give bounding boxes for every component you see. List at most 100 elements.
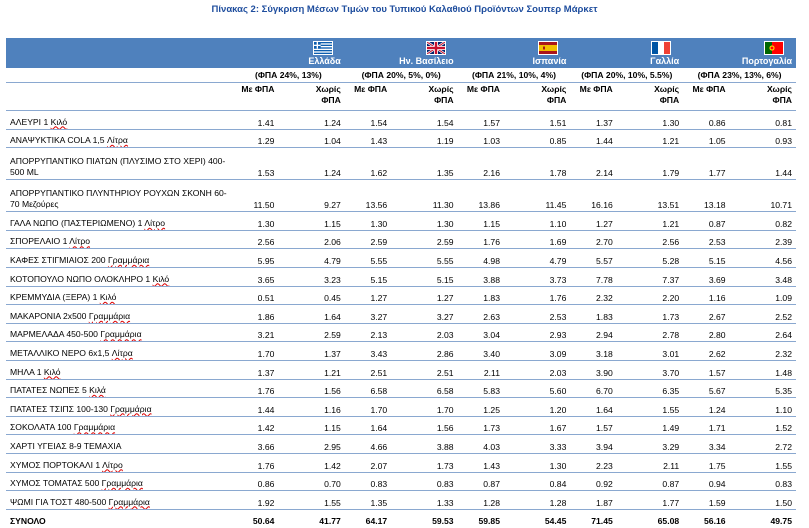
country-header-portugal: Πορτογαλία bbox=[683, 38, 796, 68]
price-cell: 1.70 bbox=[401, 397, 458, 417]
price-cell: 2.78 bbox=[626, 323, 684, 343]
price-cell: 2.59 bbox=[288, 323, 345, 343]
price-cell: 1.70 bbox=[344, 397, 402, 417]
price-cell: 1.44 bbox=[232, 397, 289, 417]
price-cell: 1.62 bbox=[344, 147, 402, 181]
country-header-greece: Ελλάδα bbox=[232, 38, 345, 68]
price-cell: 9.27 bbox=[288, 179, 345, 213]
price-cell: 3.88 bbox=[457, 267, 514, 287]
price-cell: 1.57 bbox=[457, 110, 514, 130]
price-cell: 1.57 bbox=[570, 416, 627, 436]
table-row: ΓΑΛΑ ΝΩΠΟ (ΠΑΣΤΕΡΙΩΜΕΝΟ) 1 Λίτρο 1.30 1.15… bbox=[6, 211, 796, 231]
total-cell: 50.64 bbox=[252, 515, 275, 526]
price-cell: 1.59 bbox=[683, 490, 740, 510]
table-row: ΨΩΜΙ ΓΙΑ ΤΟΣΤ 480-500 Γραμμάρια 1.92 1.55 1… bbox=[6, 490, 796, 510]
total-row: ΣΥΝΟΛΟ 50.64 41.77 64.17 59.53 59.85 54.45 71.… bbox=[6, 509, 796, 526]
price-cell: 0.51 bbox=[232, 286, 289, 306]
price-cell: 1.54 bbox=[401, 110, 458, 130]
table-row: ΠΑΤΑΤΕΣ ΤΣΙΠΣ 100-130 Γραμμάρια 1.44 1.16 1… bbox=[6, 397, 796, 417]
price-cell: 1.30 bbox=[401, 211, 458, 231]
price-cell: 2.51 bbox=[344, 360, 402, 380]
price-cell: 1.16 bbox=[288, 397, 345, 417]
price-cell: 1.64 bbox=[570, 397, 627, 417]
price-cell: 2.20 bbox=[626, 286, 684, 306]
with-vat-header: Με ΦΠΑ bbox=[570, 82, 627, 111]
price-cell: 3.70 bbox=[626, 360, 684, 380]
price-cell: 1.27 bbox=[344, 286, 402, 306]
price-cell: 1.20 bbox=[513, 397, 571, 417]
price-cell: 1.29 bbox=[232, 129, 289, 149]
with-vat-header: Με ΦΠΑ bbox=[344, 82, 402, 111]
vat-rate-spain: (ΦΠΑ 21%, 10%, 4%) bbox=[457, 68, 571, 83]
price-cell: 2.59 bbox=[401, 230, 458, 250]
price-cell: 3.65 bbox=[232, 267, 289, 287]
table-row: ΑΠΟΡΡΥΠΑΝΤΙΚΟ ΠΙΑΤΩΝ (ΠΛΥΣΙΜΟ ΣΤΟ ΧΕΡΙ) … bbox=[6, 147, 796, 181]
price-cell: 2.11 bbox=[457, 360, 514, 380]
table-row: ΧΑΡΤΙ ΥΓΕΙΑΣ 8-9 ΤΕΜΑΧΙΑ 3.66 2.95 4.66 3.88… bbox=[6, 434, 796, 454]
price-cell: 1.37 bbox=[570, 110, 627, 130]
price-cell: 1.50 bbox=[739, 490, 796, 510]
price-cell: 1.27 bbox=[401, 286, 458, 306]
table-row: ΚΑΦΕΣ ΣΤΙΓΜΙΑΙΟΣ 200 Γραμμάρια 5.95 4.79 5.… bbox=[6, 248, 796, 268]
price-cell: 1.04 bbox=[288, 129, 345, 149]
price-cell: 1.44 bbox=[739, 147, 796, 181]
price-cell: 2.95 bbox=[288, 434, 345, 454]
price-cell: 1.30 bbox=[626, 110, 684, 130]
price-cell: 2.63 bbox=[457, 304, 514, 324]
price-cell: 0.86 bbox=[683, 110, 740, 130]
price-cell: 2.64 bbox=[739, 323, 796, 343]
table-row: ΜΑΡΜΕΛΑΔΑ 450-500 Γραμμάρια 3.21 2.59 2.13 2… bbox=[6, 323, 796, 343]
price-cell: 5.57 bbox=[570, 248, 627, 268]
price-cell: 2.11 bbox=[626, 453, 684, 473]
price-cell: 1.33 bbox=[401, 490, 458, 510]
price-cell: 0.81 bbox=[739, 110, 796, 130]
product-name: ΓΑΛΑ ΝΩΠΟ (ΠΑΣΤΕΡΙΩΜΕΝΟ) 1 Λίτρο bbox=[6, 211, 233, 231]
price-cell: 1.35 bbox=[401, 147, 458, 181]
price-cell: 1.49 bbox=[626, 416, 684, 436]
price-cell: 1.30 bbox=[513, 453, 571, 473]
table-row: ΑΝΑΨΥΚΤΙΚΑ COLA 1,5 Λίτρα 1.29 1.04 1.43 1.1… bbox=[6, 129, 796, 149]
without-vat-header: Χωρίς ΦΠΑ bbox=[401, 82, 458, 111]
price-cell: 1.83 bbox=[457, 286, 514, 306]
total-cell: 71.45 bbox=[591, 515, 613, 526]
total-cell: 56.16 bbox=[704, 515, 726, 526]
price-cell: 1.30 bbox=[344, 211, 402, 231]
product-name: ΧΥΜΟΣ ΤΟΜΑΤΑΣ 500 Γραμμάρια bbox=[6, 472, 233, 492]
price-cell: 0.86 bbox=[232, 472, 289, 492]
price-cell: 1.86 bbox=[232, 304, 289, 324]
price-cell: 1.10 bbox=[513, 211, 571, 231]
price-cell: 3.48 bbox=[739, 267, 796, 287]
price-cell: 5.15 bbox=[344, 267, 402, 287]
price-cell: 0.87 bbox=[457, 472, 514, 492]
price-cell: 11.45 bbox=[513, 179, 571, 213]
price-cell: 2.56 bbox=[626, 230, 684, 250]
price-cell: 1.73 bbox=[401, 453, 458, 473]
price-cell: 1.76 bbox=[232, 453, 289, 473]
greece-flag-icon bbox=[312, 41, 333, 55]
total-label: ΣΥΝΟΛΟ bbox=[10, 515, 46, 526]
price-cell: 1.19 bbox=[401, 129, 458, 149]
price-cell: 1.64 bbox=[344, 416, 402, 436]
price-cell: 0.82 bbox=[739, 211, 796, 231]
header-blank-cell bbox=[6, 38, 233, 68]
price-cell: 2.53 bbox=[683, 230, 740, 250]
price-cell: 1.73 bbox=[457, 416, 514, 436]
price-cell: 2.70 bbox=[570, 230, 627, 250]
price-cell: 2.59 bbox=[344, 230, 402, 250]
price-cell: 1.35 bbox=[344, 490, 402, 510]
table-row: ΣΠΟΡΕΛΑΙΟ 1 Λίτρο 2.56 2.06 2.59 2.59 1.76 1.6… bbox=[6, 230, 796, 250]
price-cell: 1.83 bbox=[570, 304, 627, 324]
country-header-france: Γαλλία bbox=[570, 38, 684, 68]
total-cell: 49.75 bbox=[770, 515, 792, 526]
price-comparison-table: Ελλάδα Ην. Βασίλειο bbox=[6, 38, 796, 526]
price-cell: 6.58 bbox=[344, 379, 402, 399]
price-cell: 1.09 bbox=[739, 286, 796, 306]
price-cell: 1.43 bbox=[344, 129, 402, 149]
price-cell: 3.34 bbox=[683, 434, 740, 454]
table-row: ΧΥΜΟΣ ΠΟΡΤΟΚΑΛΙ 1 Λίτρο 1.76 1.42 2.07 1.73 1… bbox=[6, 453, 796, 473]
price-cell: 1.44 bbox=[570, 129, 627, 149]
price-cell: 2.39 bbox=[739, 230, 796, 250]
price-cell: 5.67 bbox=[683, 379, 740, 399]
price-cell: 2.13 bbox=[344, 323, 402, 343]
price-cell: 1.03 bbox=[457, 129, 514, 149]
